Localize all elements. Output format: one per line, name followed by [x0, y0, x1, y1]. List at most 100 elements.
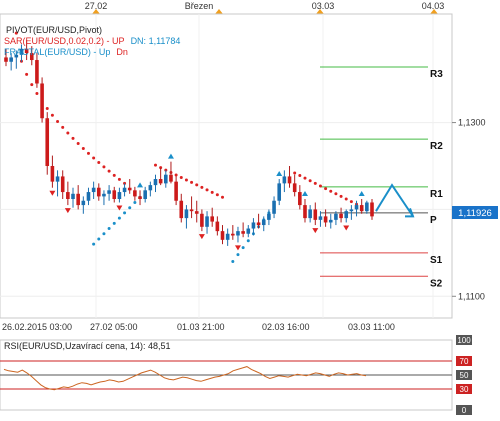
sar-dot [86, 151, 90, 155]
candle-body [236, 231, 240, 236]
sar-dot [231, 260, 235, 264]
candle-body [122, 187, 127, 193]
candle-body [231, 233, 235, 236]
sar-dot [246, 239, 250, 243]
legend-sar-name: SAR(EUR/USD,0.02,0.2) [4, 36, 104, 46]
rsi-legend: RSI(EUR/USD,Uzavírací cena, 14): 48,51 [4, 341, 171, 351]
candle-body [14, 54, 19, 58]
fractal-up-icon [301, 191, 308, 197]
candle-body [215, 221, 220, 232]
candle-body [55, 176, 60, 182]
legend-pivot: PIVOT(EUR/USD,Pivot) [6, 25, 102, 35]
candle-body [210, 216, 214, 222]
date-marker-icon [430, 9, 438, 14]
sar-dot [123, 211, 127, 215]
candle-body [76, 193, 80, 206]
sar-dot [298, 174, 302, 178]
candle-body [96, 187, 101, 197]
pivot-label: R3 [430, 69, 443, 80]
candle-body [189, 209, 194, 212]
time-axis-label: 27.02 05:00 [90, 322, 138, 332]
legend-fractal-name: FRACTAL(EUR/USD) [4, 47, 91, 57]
sar-dot [200, 185, 204, 189]
sar-dot [159, 166, 163, 170]
sar-dot [117, 177, 121, 181]
rsi-level-badge [456, 335, 472, 345]
forecast-head [405, 208, 415, 218]
sar-dot [61, 125, 65, 129]
candle-body [205, 216, 209, 227]
candle-body [143, 190, 147, 200]
candle-body [153, 179, 158, 186]
sar-dot [35, 91, 39, 95]
sar-dot [349, 200, 353, 204]
candle-body [200, 213, 204, 227]
sar-dot [174, 173, 178, 177]
candle-body [164, 174, 168, 184]
candle-body [86, 192, 91, 201]
sar-dot [128, 206, 132, 210]
candle-body [328, 219, 333, 223]
candle-body [102, 193, 106, 197]
sar-dot [112, 221, 116, 225]
fractal-up-icon [167, 153, 174, 159]
sar-dot [102, 232, 106, 236]
current-price-badge [452, 206, 498, 219]
price-plot-area[interactable] [0, 13, 453, 319]
rsi-level-badge [456, 405, 472, 415]
price-axis[interactable] [452, 14, 500, 318]
forecast-path [375, 183, 414, 217]
pivot-label: R2 [430, 141, 443, 152]
candle-body [261, 219, 266, 226]
candle-body [354, 205, 359, 210]
sar-dot [293, 171, 297, 175]
sar-dot [45, 107, 49, 111]
sar-dot [76, 142, 80, 146]
candle-body [60, 176, 65, 193]
candle-body [138, 196, 142, 200]
sar-dot [329, 189, 333, 193]
sar-dot [179, 175, 183, 179]
rsi-level-label: 0 [462, 406, 467, 415]
sar-dot [339, 194, 343, 198]
candle-body [251, 222, 256, 229]
rsi-line [3, 366, 367, 391]
candle-body [112, 190, 117, 200]
candle-body [292, 183, 297, 193]
candle-body [45, 118, 50, 166]
sar-dot [133, 200, 137, 204]
rsi-level-label: 50 [460, 371, 469, 380]
forecast-arrow-icon [375, 183, 415, 218]
sar-dot [92, 156, 96, 160]
legend-fractal: FRACTAL(EUR/USD) - Up Dn [4, 47, 128, 57]
candle-body [169, 174, 173, 182]
sar-dot [81, 147, 85, 151]
rsi-level-label: 70 [460, 357, 469, 366]
sar-dot [236, 253, 240, 257]
candle-body [298, 192, 302, 206]
grid-lines [0, 14, 452, 318]
candle-body [359, 205, 364, 212]
candle-body [179, 200, 184, 219]
sar-dot [30, 83, 34, 87]
top-axis-label: 27.02 [85, 1, 108, 11]
fractal-down-icon [49, 190, 56, 196]
sar-dot [313, 181, 317, 185]
candle-body [127, 187, 132, 191]
candle-body [256, 222, 261, 226]
sar-dot [56, 119, 60, 123]
legend-fractal-up: Up [99, 47, 111, 57]
sar-dot [308, 179, 312, 183]
time-axis: 26.02.2015 03:00 27.02 05:00 01.03 21:00… [2, 322, 395, 332]
candle-body [220, 231, 225, 240]
fractal-markers [49, 153, 365, 251]
sar-dot [334, 192, 338, 196]
candle-body [24, 48, 29, 54]
candle-body [9, 57, 13, 62]
candle-body [303, 205, 307, 219]
candle-body [308, 209, 312, 219]
legend-sar: SAR(EUR/USD,0.02,0.2) - UP DN: 1,11784 [4, 36, 180, 46]
fractal-down-icon [312, 228, 319, 234]
